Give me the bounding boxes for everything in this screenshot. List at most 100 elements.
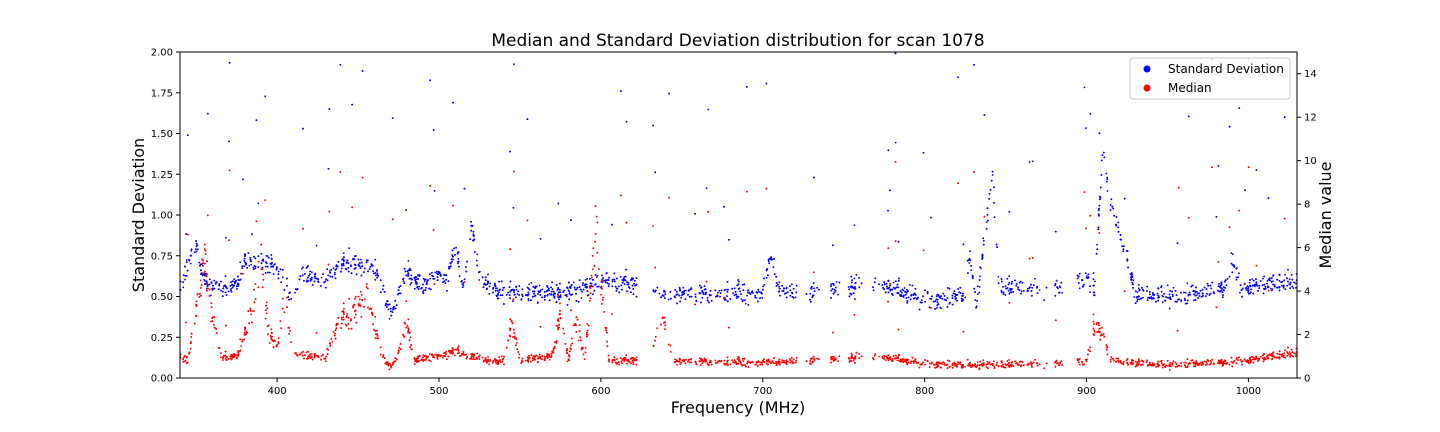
data-point xyxy=(1267,197,1270,199)
data-point xyxy=(1266,282,1268,285)
data-point xyxy=(930,216,932,219)
data-point xyxy=(1120,238,1122,241)
data-point xyxy=(315,277,318,280)
data-point xyxy=(951,303,954,306)
series-median xyxy=(179,161,1298,371)
data-point xyxy=(382,288,384,291)
data-point xyxy=(982,359,985,362)
data-point xyxy=(611,285,614,288)
data-point xyxy=(513,291,515,294)
data-point xyxy=(213,287,216,290)
data-point xyxy=(795,291,798,294)
data-point xyxy=(1092,278,1095,281)
data-point xyxy=(1058,291,1061,294)
data-point xyxy=(833,291,836,294)
data-point xyxy=(332,267,335,270)
data-point xyxy=(1085,360,1088,363)
data-point xyxy=(342,262,345,265)
data-point xyxy=(794,296,797,299)
data-point xyxy=(340,270,342,273)
data-point xyxy=(218,284,221,287)
data-point xyxy=(981,258,983,260)
data-point xyxy=(741,300,744,303)
data-point xyxy=(778,287,781,290)
data-point xyxy=(850,275,853,278)
data-point xyxy=(1126,250,1129,253)
data-point xyxy=(1122,248,1125,251)
data-point xyxy=(891,358,894,360)
data-point xyxy=(408,269,411,271)
data-point xyxy=(681,291,683,294)
data-point xyxy=(1258,284,1261,287)
data-point xyxy=(389,307,392,310)
data-point xyxy=(1117,230,1120,233)
data-point xyxy=(623,283,626,285)
data-point xyxy=(1276,278,1279,281)
data-point xyxy=(539,238,542,240)
data-point xyxy=(365,261,368,264)
data-point xyxy=(469,238,472,241)
data-point xyxy=(971,275,974,278)
data-point xyxy=(922,151,925,154)
data-point xyxy=(791,292,794,295)
data-point xyxy=(448,266,450,269)
data-point xyxy=(916,297,919,299)
data-point xyxy=(1282,286,1285,289)
data-point xyxy=(1031,160,1034,163)
data-point xyxy=(728,238,730,241)
data-point xyxy=(1192,290,1195,293)
data-point xyxy=(973,63,975,66)
data-point xyxy=(1010,288,1013,290)
data-point xyxy=(700,287,702,289)
data-point xyxy=(391,311,394,313)
data-point xyxy=(627,281,630,284)
data-point xyxy=(940,295,942,298)
data-point xyxy=(341,264,343,267)
data-point xyxy=(281,276,284,279)
data-point xyxy=(452,101,454,104)
data-point xyxy=(567,289,570,292)
data-point xyxy=(455,246,457,249)
data-point xyxy=(186,269,189,272)
data-point xyxy=(503,303,505,305)
data-point xyxy=(664,297,666,300)
data-point xyxy=(1178,298,1180,301)
data-point xyxy=(1271,289,1273,292)
data-point xyxy=(854,287,857,290)
data-point xyxy=(680,296,683,299)
data-point xyxy=(773,273,776,276)
data-point xyxy=(508,286,511,288)
data-point xyxy=(445,278,447,281)
data-point xyxy=(509,297,511,300)
data-point xyxy=(757,288,760,291)
data-point xyxy=(1249,284,1251,287)
data-point xyxy=(1223,280,1226,283)
data-point xyxy=(1002,286,1004,288)
data-point xyxy=(654,171,657,174)
data-point xyxy=(533,292,535,295)
data-point xyxy=(1176,242,1179,245)
data-point xyxy=(1134,290,1137,293)
data-point xyxy=(943,298,946,301)
data-point xyxy=(509,280,512,283)
data-point xyxy=(700,301,702,304)
data-point xyxy=(451,260,453,263)
data-point xyxy=(765,277,768,279)
data-point xyxy=(585,283,588,286)
data-point xyxy=(442,356,444,359)
data-point xyxy=(1284,288,1287,290)
data-point xyxy=(383,291,386,293)
data-point xyxy=(873,281,876,284)
data-point xyxy=(449,265,452,268)
data-point xyxy=(1233,266,1236,268)
data-point xyxy=(224,291,227,294)
data-point xyxy=(405,209,408,211)
data-point xyxy=(445,274,448,277)
data-point xyxy=(515,342,518,344)
data-point xyxy=(832,244,834,247)
data-point xyxy=(482,286,485,289)
data-point xyxy=(1281,284,1283,287)
data-point xyxy=(429,277,432,280)
data-point xyxy=(632,288,635,290)
data-point xyxy=(334,271,336,274)
